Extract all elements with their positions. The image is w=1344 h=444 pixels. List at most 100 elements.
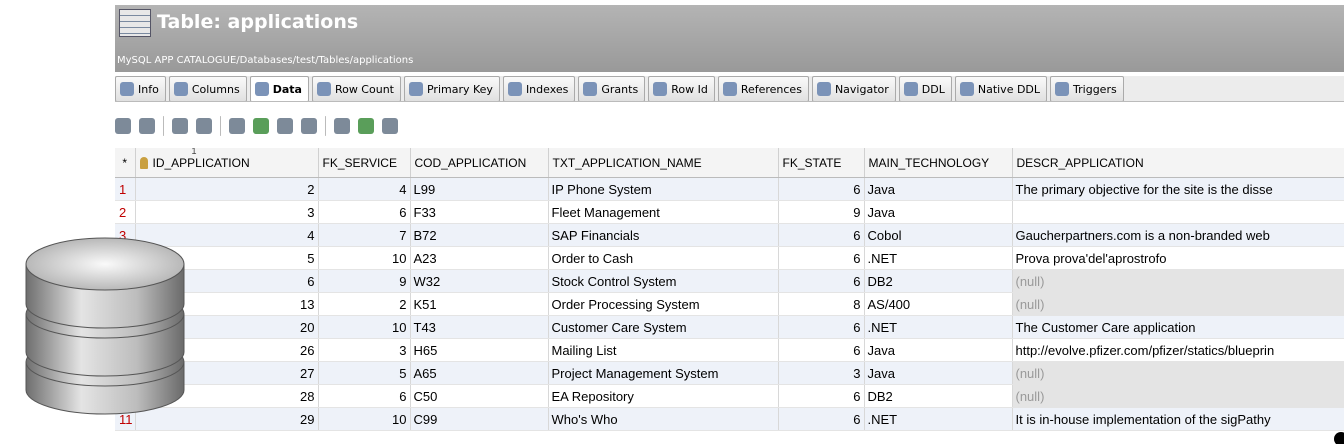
tab[interactable]: Indexes (502, 76, 576, 101)
cell[interactable]: Java (864, 361, 1013, 385)
cell[interactable]: 10 (318, 315, 411, 339)
cell[interactable]: Java (864, 200, 1013, 224)
cell[interactable]: (null) (1012, 292, 1344, 316)
cell[interactable]: Order to Cash (548, 246, 779, 270)
cell[interactable]: (null) (1012, 269, 1344, 293)
tab[interactable]: Native DDL (954, 76, 1048, 101)
cell[interactable]: .NET (864, 407, 1013, 431)
discard-button[interactable] (382, 118, 398, 134)
cell[interactable]: W32 (410, 269, 549, 293)
refresh-button[interactable] (115, 118, 131, 134)
tab[interactable]: References (717, 76, 809, 101)
cell[interactable]: SAP Financials (548, 223, 779, 247)
cell[interactable]: 6 (778, 315, 865, 339)
tab[interactable]: Data (249, 76, 309, 101)
cell[interactable]: Java (864, 338, 1013, 362)
column-header[interactable]: DESCR_APPLICATION (1012, 148, 1344, 178)
cell[interactable]: A23 (410, 246, 549, 270)
cell[interactable]: 9 (778, 200, 865, 224)
column-header[interactable]: COD_APPLICATION (410, 148, 549, 178)
cell[interactable]: DB2 (864, 269, 1013, 293)
cell[interactable]: 6 (778, 269, 865, 293)
column-header[interactable]: TXT_APPLICATION_NAME (548, 148, 779, 178)
export-button[interactable] (172, 118, 188, 134)
cell[interactable]: 6 (778, 338, 865, 362)
cell[interactable]: 7 (318, 223, 411, 247)
cell[interactable]: 6 (778, 177, 865, 201)
form-button[interactable] (334, 118, 350, 134)
cell[interactable]: 6 (778, 407, 865, 431)
cell[interactable]: F33 (410, 200, 549, 224)
cell[interactable]: 6 (778, 384, 865, 408)
cell[interactable]: L99 (410, 177, 549, 201)
cell[interactable]: 3 (778, 361, 865, 385)
tab[interactable]: Grants (578, 76, 646, 101)
cell[interactable]: 6 (778, 246, 865, 270)
cell[interactable]: AS/400 (864, 292, 1013, 316)
cell[interactable] (1012, 200, 1344, 224)
cell[interactable]: Mailing List (548, 338, 779, 362)
tab[interactable]: Columns (168, 76, 247, 101)
cell[interactable]: 4 (135, 223, 319, 247)
tab[interactable]: Row Id (648, 76, 715, 101)
cell[interactable]: 6 (318, 200, 411, 224)
cell[interactable]: Prova prova'del'aprostrofo (1012, 246, 1344, 270)
column-header[interactable]: FK_STATE (778, 148, 865, 178)
cell[interactable]: 4 (318, 177, 411, 201)
cell[interactable]: 29 (135, 407, 319, 431)
cell[interactable]: IP Phone System (548, 177, 779, 201)
cell[interactable]: It is in-house implementation of the sig… (1012, 407, 1344, 431)
cell[interactable]: C50 (410, 384, 549, 408)
cell[interactable]: 6 (778, 223, 865, 247)
cell[interactable]: Gaucherpartners.com is a non-branded web (1012, 223, 1344, 247)
cell[interactable]: 3 (318, 338, 411, 362)
filter-button[interactable] (196, 118, 212, 134)
cell[interactable]: 2 (135, 177, 319, 201)
tab[interactable]: Row Count (311, 76, 401, 101)
cell[interactable]: A65 (410, 361, 549, 385)
tab[interactable]: Info (115, 76, 166, 101)
stop-button[interactable] (139, 118, 155, 134)
duplicate-row-button[interactable] (301, 118, 317, 134)
tab[interactable]: DDL (898, 76, 952, 101)
cell[interactable]: (null) (1012, 384, 1344, 408)
add-row-button[interactable] (253, 118, 269, 134)
cell[interactable]: 9 (318, 269, 411, 293)
cell[interactable]: 8 (778, 292, 865, 316)
cell[interactable]: Customer Care System (548, 315, 779, 339)
tab[interactable]: Primary Key (403, 76, 500, 101)
cell[interactable]: The Customer Care application (1012, 315, 1344, 339)
cell[interactable]: Stock Control System (548, 269, 779, 293)
cell[interactable]: K51 (410, 292, 549, 316)
delete-row-button[interactable] (277, 118, 293, 134)
cell[interactable]: Project Management System (548, 361, 779, 385)
cell[interactable]: Order Processing System (548, 292, 779, 316)
cell[interactable]: C99 (410, 407, 549, 431)
column-header[interactable]: FK_SERVICE (318, 148, 411, 178)
cell[interactable]: The primary objective for the site is th… (1012, 177, 1344, 201)
cell[interactable]: Java (864, 177, 1013, 201)
cell[interactable]: 3 (135, 200, 319, 224)
cell[interactable]: http://evolve.pfizer.com/pfizer/statics/… (1012, 338, 1344, 362)
cell[interactable]: DB2 (864, 384, 1013, 408)
save-button[interactable] (358, 118, 374, 134)
tab[interactable]: Triggers (1050, 76, 1124, 101)
cell[interactable]: Who's Who (548, 407, 779, 431)
cell[interactable]: 2 (318, 292, 411, 316)
cell[interactable]: (null) (1012, 361, 1344, 385)
cell[interactable]: T43 (410, 315, 549, 339)
tab[interactable]: Navigator (811, 76, 896, 101)
cell[interactable]: 5 (318, 361, 411, 385)
cell[interactable]: EA Repository (548, 384, 779, 408)
column-header[interactable]: 1 ID_APPLICATION (135, 148, 319, 178)
cell[interactable]: .NET (864, 315, 1013, 339)
copy-button[interactable] (229, 118, 245, 134)
cell[interactable]: .NET (864, 246, 1013, 270)
cell[interactable]: Fleet Management (548, 200, 779, 224)
cell[interactable]: Cobol (864, 223, 1013, 247)
cell[interactable]: 10 (318, 246, 411, 270)
cell[interactable]: B72 (410, 223, 549, 247)
cell[interactable]: H65 (410, 338, 549, 362)
cell[interactable]: 10 (318, 407, 411, 431)
column-header[interactable]: MAIN_TECHNOLOGY (864, 148, 1013, 178)
